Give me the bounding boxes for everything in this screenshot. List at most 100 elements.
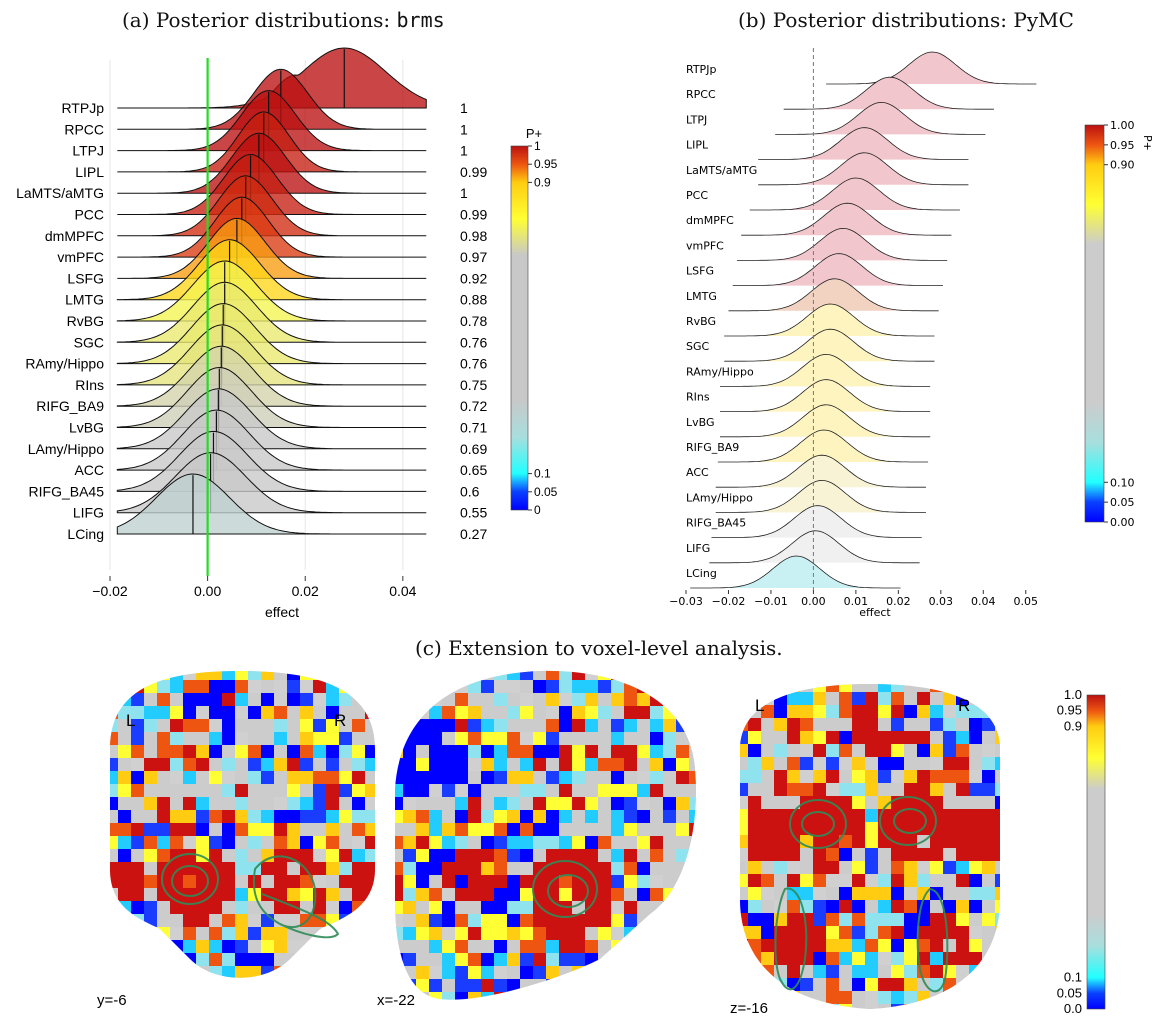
voxel bbox=[352, 706, 365, 719]
voxel bbox=[274, 927, 287, 940]
voxel bbox=[261, 745, 274, 758]
voxel bbox=[995, 978, 1000, 991]
voxel bbox=[930, 692, 943, 705]
voxel bbox=[689, 706, 696, 719]
voxel bbox=[533, 992, 546, 1000]
voxel bbox=[196, 784, 209, 797]
voxel bbox=[748, 848, 761, 861]
voxel bbox=[787, 952, 800, 965]
voxel bbox=[455, 862, 468, 875]
voxel bbox=[110, 732, 118, 745]
voxel bbox=[326, 823, 339, 836]
voxel bbox=[170, 784, 183, 797]
voxel bbox=[878, 861, 891, 874]
voxel bbox=[813, 900, 826, 913]
voxel bbox=[572, 927, 585, 940]
voxel bbox=[572, 732, 585, 745]
voxel bbox=[442, 979, 455, 992]
voxel bbox=[663, 875, 676, 888]
voxel bbox=[917, 991, 930, 1004]
ridge bbox=[719, 379, 931, 412]
voxel bbox=[429, 810, 442, 823]
voxel bbox=[157, 810, 170, 823]
voxel bbox=[131, 706, 144, 719]
voxel bbox=[995, 835, 1000, 848]
voxel bbox=[598, 797, 611, 810]
voxel bbox=[995, 718, 1000, 731]
voxel bbox=[429, 680, 442, 693]
voxel bbox=[761, 965, 774, 978]
voxel bbox=[326, 797, 339, 810]
voxel bbox=[468, 966, 481, 979]
voxel bbox=[611, 836, 624, 849]
ridge bbox=[758, 127, 969, 160]
voxel bbox=[917, 848, 930, 861]
voxel bbox=[761, 861, 774, 874]
ridge-outline bbox=[719, 404, 931, 438]
voxel bbox=[969, 861, 982, 874]
voxel bbox=[455, 888, 468, 901]
voxel bbox=[481, 888, 494, 901]
voxel bbox=[352, 836, 365, 849]
voxel bbox=[995, 965, 1000, 978]
voxel bbox=[943, 939, 956, 952]
voxel bbox=[442, 706, 455, 719]
voxel bbox=[930, 757, 943, 770]
region-label: LIPL bbox=[686, 139, 709, 152]
voxel bbox=[403, 670, 416, 680]
voxel bbox=[663, 966, 676, 979]
voxel bbox=[904, 965, 917, 978]
voxel bbox=[118, 693, 131, 706]
voxel bbox=[209, 719, 222, 732]
voxel bbox=[429, 862, 442, 875]
voxel bbox=[429, 875, 442, 888]
voxel bbox=[995, 848, 1000, 861]
voxel bbox=[378, 966, 391, 979]
voxel bbox=[546, 914, 559, 927]
voxel bbox=[287, 732, 300, 745]
voxel bbox=[533, 670, 546, 680]
voxel bbox=[110, 849, 118, 862]
voxel bbox=[637, 992, 650, 1000]
voxel bbox=[761, 705, 774, 718]
voxel bbox=[235, 953, 248, 966]
voxel bbox=[365, 836, 375, 849]
voxel bbox=[559, 979, 572, 992]
voxel bbox=[429, 979, 442, 992]
voxel bbox=[313, 862, 326, 875]
ridge bbox=[719, 354, 931, 387]
voxel bbox=[995, 900, 1000, 913]
voxel bbox=[748, 744, 761, 757]
voxel bbox=[740, 861, 748, 874]
voxel bbox=[261, 953, 274, 966]
region-label: RvBG bbox=[686, 315, 716, 328]
voxel bbox=[261, 758, 274, 771]
voxel bbox=[559, 771, 572, 784]
voxel bbox=[274, 771, 287, 784]
voxel bbox=[852, 757, 865, 770]
voxel bbox=[546, 927, 559, 940]
voxel bbox=[663, 810, 676, 823]
voxel bbox=[546, 693, 559, 706]
voxel bbox=[395, 901, 403, 914]
voxel bbox=[157, 940, 170, 953]
voxel bbox=[572, 992, 585, 1000]
voxel bbox=[611, 670, 624, 680]
voxel bbox=[183, 979, 196, 992]
voxel bbox=[624, 771, 637, 784]
p-value-label: 0.78 bbox=[460, 313, 487, 329]
voxel bbox=[787, 939, 800, 952]
x-tick-label: 0.04 bbox=[389, 583, 416, 599]
p-value-label: 0.88 bbox=[460, 292, 487, 308]
voxel bbox=[995, 913, 1000, 926]
voxel bbox=[507, 992, 520, 1000]
ridge bbox=[724, 304, 935, 336]
voxel bbox=[982, 874, 995, 887]
voxel bbox=[826, 965, 839, 978]
voxel bbox=[313, 797, 326, 810]
voxel bbox=[157, 719, 170, 732]
voxel bbox=[982, 861, 995, 874]
voxel bbox=[740, 952, 748, 965]
voxel bbox=[761, 731, 774, 744]
voxel bbox=[559, 836, 572, 849]
